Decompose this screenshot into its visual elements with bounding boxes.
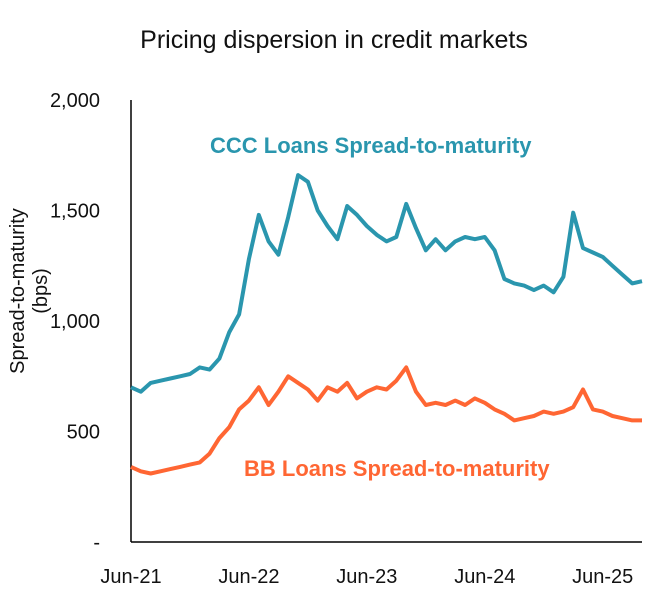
ccc-series-line xyxy=(130,173,643,394)
y-tick-label: - xyxy=(93,532,100,554)
x-tick-label: Jun-25 xyxy=(572,566,633,588)
y-tick-label: 2,000 xyxy=(50,90,100,112)
x-tick-label: Jun-24 xyxy=(454,566,515,588)
y-tick-label: 1,500 xyxy=(50,201,100,223)
y-tick-label: 1,000 xyxy=(50,311,100,333)
y-tick-label: 500 xyxy=(67,422,100,444)
x-tick-label: Jun-23 xyxy=(336,566,397,588)
ccc-series-label: CCC Loans Spread-to-maturity xyxy=(210,133,532,158)
bb-series-line xyxy=(130,365,642,476)
x-tick-label: Jun-22 xyxy=(218,566,279,588)
x-tick-label: Jun-21 xyxy=(100,566,161,588)
chart-title: Pricing dispersion in credit markets xyxy=(140,26,528,54)
bb-series-label: BB Loans Spread-to-maturity xyxy=(244,456,550,481)
